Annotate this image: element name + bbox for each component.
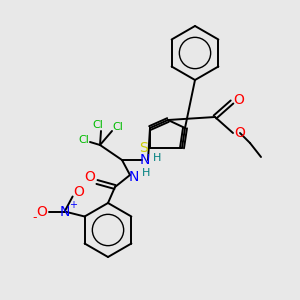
Text: -: - — [32, 211, 37, 224]
Text: Cl: Cl — [93, 120, 104, 130]
Text: O: O — [85, 170, 95, 184]
Text: O: O — [36, 205, 47, 218]
Text: N: N — [59, 205, 70, 218]
Text: O: O — [235, 126, 245, 140]
Text: Cl: Cl — [112, 122, 123, 132]
Text: H: H — [153, 153, 161, 163]
Text: Cl: Cl — [79, 135, 89, 145]
Text: H: H — [142, 168, 150, 178]
Text: N: N — [140, 153, 150, 167]
Text: S: S — [139, 141, 147, 155]
Text: +: + — [69, 200, 76, 211]
Text: N: N — [129, 170, 139, 184]
Text: O: O — [73, 185, 84, 200]
Text: O: O — [234, 93, 244, 107]
